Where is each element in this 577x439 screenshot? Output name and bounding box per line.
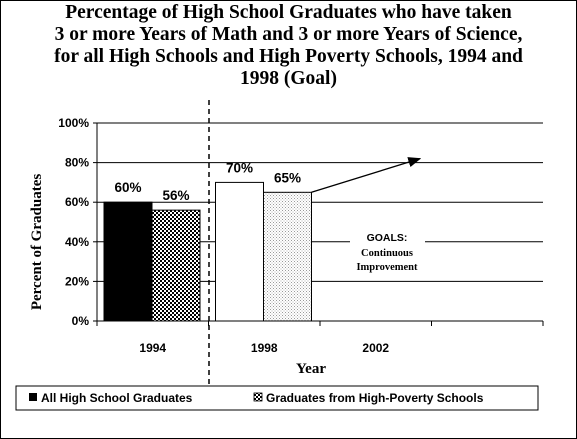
- bar-1994-series-1: [103, 201, 153, 322]
- legend-label-all-graduates: All High School Graduates: [41, 391, 193, 405]
- data-label: 60%: [114, 180, 141, 195]
- data-label: 56%: [162, 188, 189, 203]
- y-tick-label: 40%: [65, 235, 89, 249]
- x-axis-title: Year: [296, 361, 326, 377]
- data-label: 65%: [274, 170, 301, 185]
- y-tick-label: 0%: [72, 314, 90, 328]
- legend-box: [15, 385, 539, 411]
- legend-swatch-high-poverty: [253, 392, 263, 402]
- x-tick-label: 1998: [251, 341, 278, 355]
- goal-annotation-bg: [350, 227, 425, 276]
- plot-area: 0% 20% 40% 60% 80% 100% 60% 56% 70% 65% 1994 1998 20…: [58, 100, 544, 384]
- legend-label-high-poverty: Graduates from High-Poverty Schools: [266, 391, 484, 405]
- y-tick-label: 100%: [58, 116, 89, 130]
- bar-1998-series-2: [263, 191, 312, 322]
- chart-title-line-2: 3 or more Years of Math and 3 or more Ye…: [54, 24, 523, 45]
- goal-annotation: GOALS: Continuous Improvement: [356, 232, 418, 273]
- goal-annotation-line-3: Improvement: [356, 262, 418, 273]
- x-tick-label: 2002: [362, 341, 389, 355]
- y-axis-title: Percent of Graduates: [29, 174, 45, 311]
- bar-1998-series-1: [215, 181, 264, 322]
- goal-arrow: [311, 157, 422, 193]
- chart-title-line-4: 1998 (Goal): [240, 68, 337, 89]
- legend: All High School Graduates Graduates from…: [15, 385, 539, 411]
- chart-title-line-3: for all High Schools and High Poverty Sc…: [54, 46, 523, 67]
- y-tick-label: 80%: [65, 156, 89, 170]
- legend-swatch-all-graduates: [29, 393, 37, 401]
- chart-title-line-1: Percentage of High School Graduates who …: [65, 2, 512, 23]
- x-tick-label: 1994: [139, 341, 166, 355]
- goal-annotation-line-2: Continuous: [361, 248, 413, 259]
- goal-annotation-line-1: GOALS:: [367, 232, 408, 244]
- bar-1994-series-2: [151, 209, 201, 322]
- data-label: 70%: [226, 160, 253, 175]
- chart-title: Percentage of High School Graduates who …: [0, 2, 577, 90]
- y-tick-label: 20%: [65, 274, 89, 288]
- y-tick-label: 60%: [65, 195, 89, 209]
